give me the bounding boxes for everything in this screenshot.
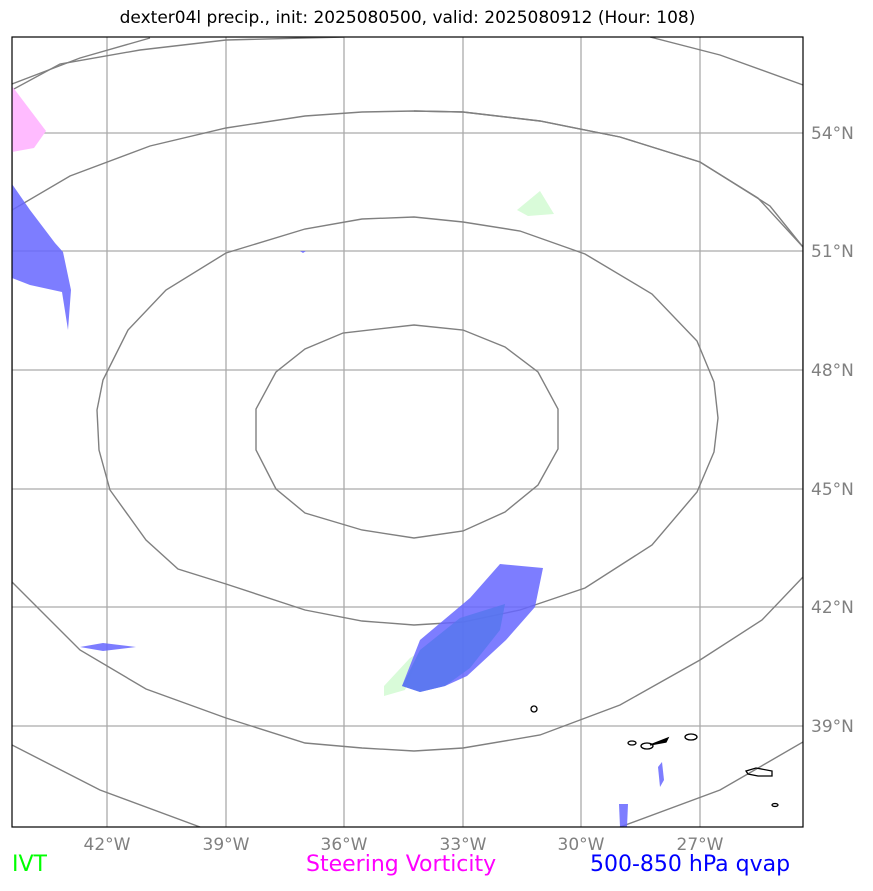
qvap-field <box>12 184 664 827</box>
contour-ring-5 <box>12 744 201 827</box>
graticule <box>12 37 803 827</box>
contour-ring-1 <box>255 324 559 539</box>
ivt-patch-1 <box>517 191 554 216</box>
qvap-patch-5 <box>619 804 628 827</box>
vorticity-patch-1 <box>12 86 46 152</box>
map-frame <box>11 36 804 828</box>
lat-label-45n: 45°N <box>811 480 854 500</box>
island-3 <box>640 742 654 750</box>
qvap-patch-1 <box>12 184 71 330</box>
qvap-patch-6 <box>300 251 306 253</box>
island-7 <box>771 802 779 808</box>
island-6 <box>744 767 773 777</box>
map-title: dexter04l precip., init: 2025080500, val… <box>119 8 696 28</box>
legend-ivt: IVT <box>12 852 47 877</box>
contour-ring-3 <box>12 37 803 752</box>
qvap-overlap-patch <box>402 604 505 692</box>
pressure-contours <box>12 37 803 827</box>
qvap-patch-4 <box>658 762 664 787</box>
contour-ring-6 <box>12 37 151 85</box>
island-1 <box>530 705 538 713</box>
contour-ring-4 <box>12 110 803 248</box>
lat-label-51n: 51°N <box>811 242 854 262</box>
lat-label-42n: 42°N <box>811 598 854 618</box>
qvap-patch-3 <box>80 643 136 651</box>
lon-label-39w: 39°W <box>203 835 250 855</box>
latitude-labels: 54°N 51°N 48°N 45°N 42°N 39°N <box>811 124 854 737</box>
island-2 <box>627 740 637 746</box>
lon-label-42w: 42°W <box>84 835 131 855</box>
lat-label-54n: 54°N <box>811 124 854 144</box>
contour-ring-7 <box>649 37 803 86</box>
contour-ring-8 <box>619 741 803 827</box>
island-5 <box>684 733 698 741</box>
vorticity-field <box>12 86 46 152</box>
lat-label-39n: 39°N <box>811 717 854 737</box>
island-4 <box>649 736 670 746</box>
lat-label-48n: 48°N <box>811 361 854 381</box>
lon-label-27w: 27°W <box>677 835 724 855</box>
legend-qvap: 500-850 hPa qvap <box>590 852 791 877</box>
qvap-overlap <box>402 604 505 692</box>
longitude-labels: 42°W 39°W 36°W 33°W 30°W 27°W <box>84 835 724 855</box>
lon-label-30w: 30°W <box>558 835 605 855</box>
coastlines <box>530 705 779 808</box>
lon-label-33w: 33°W <box>440 835 487 855</box>
contour-ring-2 <box>96 216 719 626</box>
legend-steering-vorticity: Steering Vorticity <box>306 852 497 877</box>
lon-label-36w: 36°W <box>321 835 368 855</box>
